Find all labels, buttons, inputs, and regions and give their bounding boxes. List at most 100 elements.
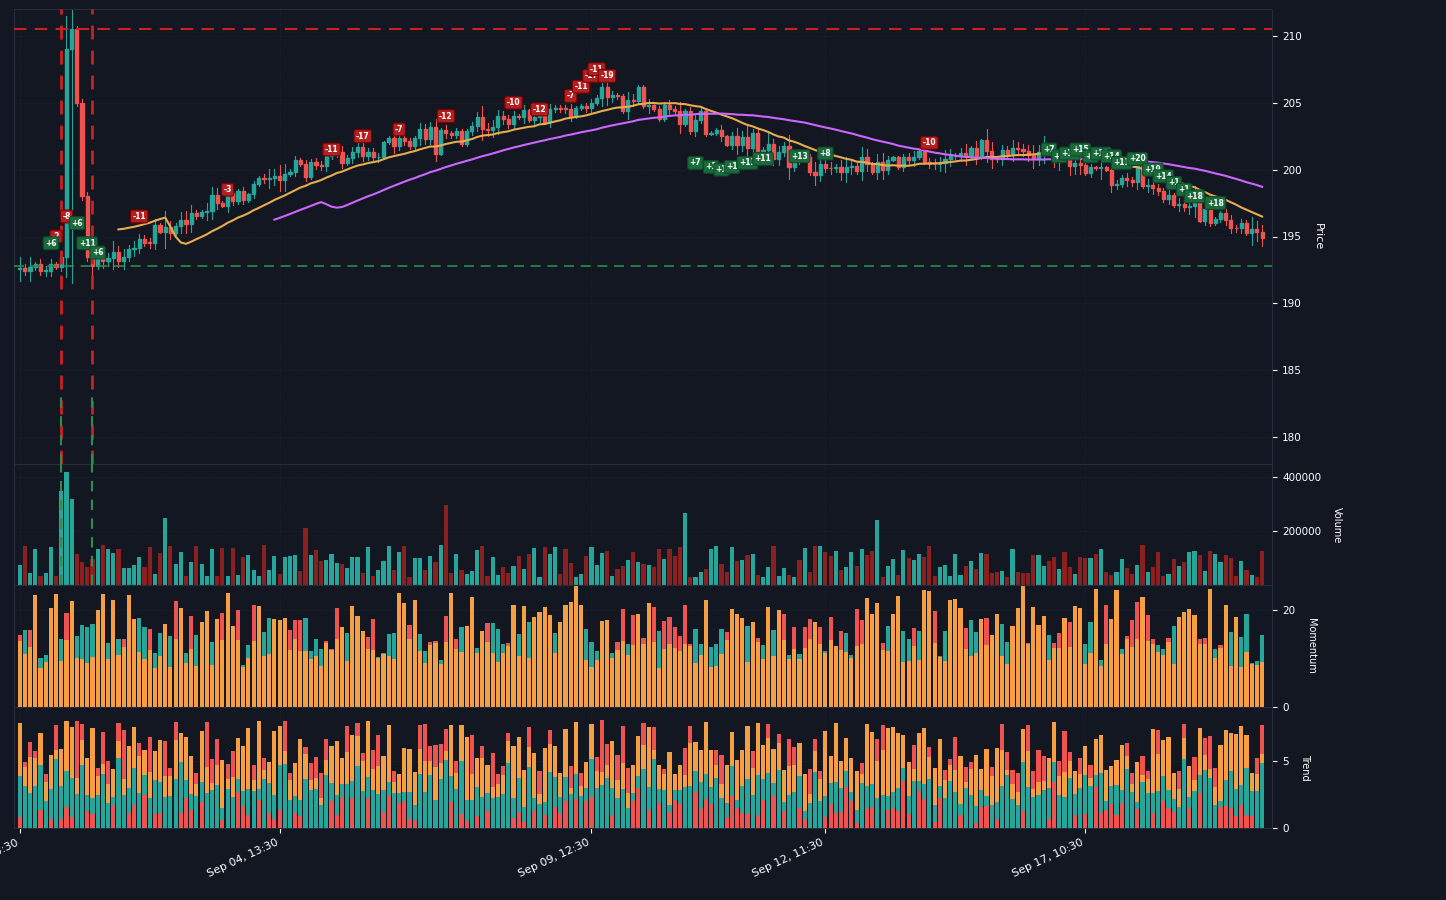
Bar xyxy=(252,605,256,706)
Bar xyxy=(600,623,604,706)
Bar xyxy=(761,644,765,706)
Bar xyxy=(1157,188,1160,192)
Text: +9: +9 xyxy=(1054,152,1066,161)
Bar xyxy=(39,658,42,706)
Bar xyxy=(179,220,182,226)
Text: +13: +13 xyxy=(791,152,808,161)
Bar xyxy=(1155,652,1160,706)
Bar xyxy=(215,785,220,828)
Bar xyxy=(330,649,334,706)
Bar xyxy=(875,739,879,828)
Bar xyxy=(730,767,735,828)
Bar xyxy=(424,792,427,828)
Bar xyxy=(808,803,811,828)
Bar xyxy=(1027,724,1030,828)
Bar xyxy=(870,551,875,585)
Bar xyxy=(360,791,364,828)
Bar xyxy=(85,662,90,706)
Bar xyxy=(975,653,979,706)
Bar xyxy=(1037,782,1041,828)
Bar xyxy=(163,624,168,706)
Bar xyxy=(989,805,993,828)
Bar xyxy=(236,778,240,828)
Bar xyxy=(1021,572,1025,585)
Bar xyxy=(719,755,723,828)
Bar xyxy=(1145,641,1150,706)
Bar xyxy=(1057,648,1061,706)
Bar xyxy=(532,753,536,828)
Bar xyxy=(262,656,266,707)
Bar xyxy=(1239,726,1244,828)
Bar xyxy=(226,193,228,205)
Bar xyxy=(891,808,895,828)
Bar xyxy=(1109,169,1113,184)
Bar xyxy=(49,819,54,828)
Bar xyxy=(995,629,999,706)
Bar xyxy=(69,601,74,706)
Bar xyxy=(574,577,578,585)
Bar xyxy=(719,564,723,585)
Bar xyxy=(257,799,260,828)
Bar xyxy=(949,600,953,706)
Text: +1: +1 xyxy=(706,162,717,171)
Bar xyxy=(480,758,484,828)
Text: +11: +11 xyxy=(755,155,771,164)
Bar xyxy=(85,627,90,706)
Bar xyxy=(642,87,645,106)
Bar xyxy=(27,793,32,828)
Bar xyxy=(923,621,927,707)
Bar xyxy=(408,639,412,706)
Bar xyxy=(1031,555,1035,585)
Bar xyxy=(1171,773,1176,828)
Bar xyxy=(626,654,630,706)
Bar xyxy=(268,618,272,706)
Bar xyxy=(698,654,703,706)
Bar xyxy=(943,770,947,828)
Bar xyxy=(65,807,68,828)
Bar xyxy=(288,556,292,585)
Bar xyxy=(724,136,729,145)
Bar xyxy=(1073,771,1077,828)
Bar xyxy=(252,570,256,585)
Bar xyxy=(424,651,427,706)
Bar xyxy=(897,734,901,828)
Bar xyxy=(616,642,619,706)
Bar xyxy=(464,629,469,706)
Bar xyxy=(720,130,723,136)
Bar xyxy=(43,573,48,585)
Bar xyxy=(1245,614,1248,706)
Bar xyxy=(163,742,168,828)
Bar xyxy=(1063,771,1067,828)
Bar xyxy=(1233,734,1238,828)
Bar xyxy=(552,652,557,706)
Bar xyxy=(652,759,656,828)
Bar xyxy=(95,548,100,585)
Bar xyxy=(991,151,993,158)
Text: -12: -12 xyxy=(440,112,453,121)
Bar xyxy=(346,661,350,707)
Bar xyxy=(1099,550,1103,585)
Bar xyxy=(927,545,931,585)
Bar xyxy=(215,576,220,585)
Bar xyxy=(438,762,442,828)
Bar xyxy=(678,764,683,828)
Bar xyxy=(1073,815,1077,828)
Bar xyxy=(111,769,116,828)
Bar xyxy=(1109,622,1113,706)
Bar xyxy=(538,612,542,706)
Bar xyxy=(803,774,807,828)
Bar xyxy=(963,628,967,706)
Bar xyxy=(959,815,963,828)
Bar xyxy=(979,790,983,828)
Bar xyxy=(294,796,298,828)
Bar xyxy=(95,768,100,828)
Bar xyxy=(476,652,479,706)
Bar xyxy=(438,663,442,706)
Bar xyxy=(1047,820,1051,828)
Bar xyxy=(886,626,889,706)
Bar xyxy=(522,607,526,706)
Bar xyxy=(564,778,568,828)
Bar xyxy=(933,610,937,706)
Bar xyxy=(418,652,422,707)
Bar xyxy=(506,572,510,585)
